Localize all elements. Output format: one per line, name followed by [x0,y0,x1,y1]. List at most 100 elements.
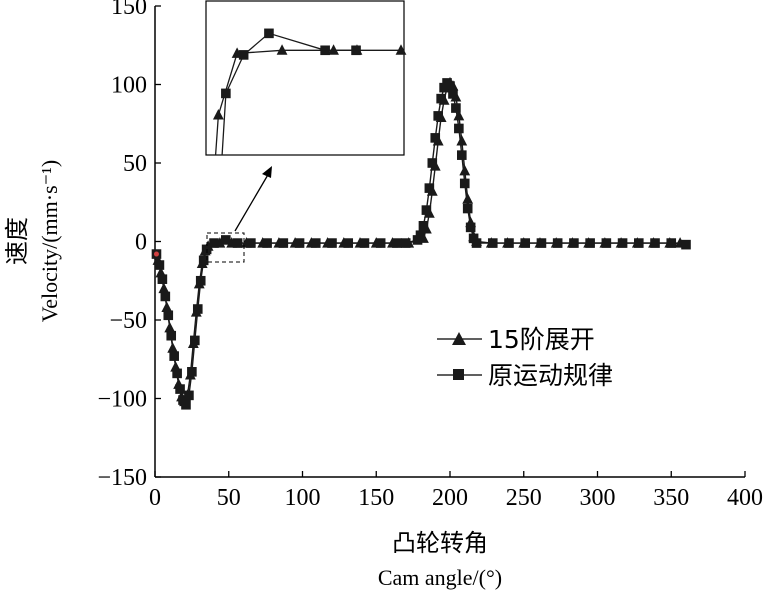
data-point-square [195,275,206,286]
data-point-square [343,238,354,248]
data-point-square [634,238,644,248]
data-point-square [175,384,185,394]
data-point-square [536,238,547,248]
data-point-square [294,238,305,248]
data-point-square [190,335,200,346]
zoom-arrow-head [262,166,272,178]
legend-item-triangle: 15阶展开 [437,325,595,354]
data-point-square [262,238,272,248]
inset-frame [205,0,405,156]
inset-point-square [351,45,361,56]
data-point-square [430,133,441,143]
inset-point-triangle [276,44,288,55]
inset-point-square [221,88,231,99]
data-point-square [232,238,243,248]
data-point-square [436,93,446,104]
x-axis-ticks: 0 50 100 150 200 250 300 350 400 [149,471,763,511]
data-point-square [445,81,455,91]
inset-point-square [238,50,249,60]
data-point-square [310,238,321,248]
inset-point-triangle [328,44,339,55]
y-tick-label: −100 [97,387,147,413]
data-point-triangle [459,164,471,176]
data-point-square [192,304,203,314]
start-point-mark [153,251,159,257]
inset-point-triangle [212,108,224,120]
x-tick-label: 300 [580,485,616,511]
data-point-square [520,238,531,248]
data-point-square [569,238,579,248]
x-tick-label: 250 [506,485,542,511]
inset-point-triangle [395,44,407,55]
data-point-square [462,203,473,214]
x-tick-label: 200 [432,485,468,511]
y-tick-label: 50 [123,151,147,177]
inset-point-square [264,28,274,39]
data-point-square [415,230,426,241]
inset-series-square [221,28,361,156]
data-point-square [181,399,191,410]
y-axis-title-cn: 速度 [3,217,31,265]
data-point-square [454,123,464,134]
data-point-square [418,221,429,231]
data-point-square [246,238,256,248]
zoom-region-box [206,232,245,263]
data-point-triangle [453,109,465,121]
data-point-square [157,274,168,284]
data-point-square [666,238,677,248]
y-tick-label: −50 [109,308,147,334]
x-tick-label: 0 [149,485,161,511]
data-point-square [421,205,432,215]
data-point-square [457,150,467,160]
data-point-square [552,238,563,248]
series-square [151,78,691,410]
inset-point-square [320,45,330,56]
data-point-square [448,89,458,99]
data-point-square [471,238,482,248]
data-point-square [392,238,402,248]
data-point-square [327,238,337,248]
data-point-square [451,103,461,113]
y-tick-label: 0 [135,230,147,256]
legend-label-triangle: 15阶展开 [488,325,595,354]
inset-layer [212,28,407,156]
data-point-square [221,235,231,245]
data-point-square [601,238,612,248]
data-point-square [160,291,171,302]
x-tick-label: 400 [727,485,763,511]
y-tick-label: 150 [111,0,147,20]
data-point-square [433,111,443,121]
legend-marker-square [453,369,464,380]
data-point-square [465,222,476,233]
data-point-triangle [456,135,468,146]
legend: 15阶展开 原运动规律 [437,325,613,390]
x-tick-label: 350 [653,485,689,511]
data-point-square [209,238,219,248]
x-tick-label: 100 [285,485,321,511]
data-point-square [187,367,197,377]
legend-label-square: 原运动规律 [488,361,613,390]
data-point-square [163,310,174,321]
data-point-square [375,238,386,248]
data-point-square [650,238,660,248]
y-axis-title-en: Velocity/(mm·s⁻¹) [37,160,62,322]
series-layer [151,76,691,410]
data-point-square [166,330,177,341]
data-point-square [198,255,209,266]
y-tick-label: −150 [97,465,147,491]
data-point-square [154,260,165,270]
x-tick-label: 150 [358,485,394,511]
legend-item-square: 原运动规律 [437,361,613,390]
y-axis-ticks: −150 −100 −50 0 50 100 150 [97,0,161,491]
data-point-square [359,238,370,248]
inset-line-square [221,32,356,156]
data-point-square [681,239,691,250]
data-point-square [504,238,514,248]
data-point-square [400,238,411,248]
data-point-square [424,183,435,193]
data-point-triangle [462,193,474,204]
data-point-square [459,178,470,189]
legend-marker-triangle [452,332,466,345]
data-point-square [278,238,289,248]
